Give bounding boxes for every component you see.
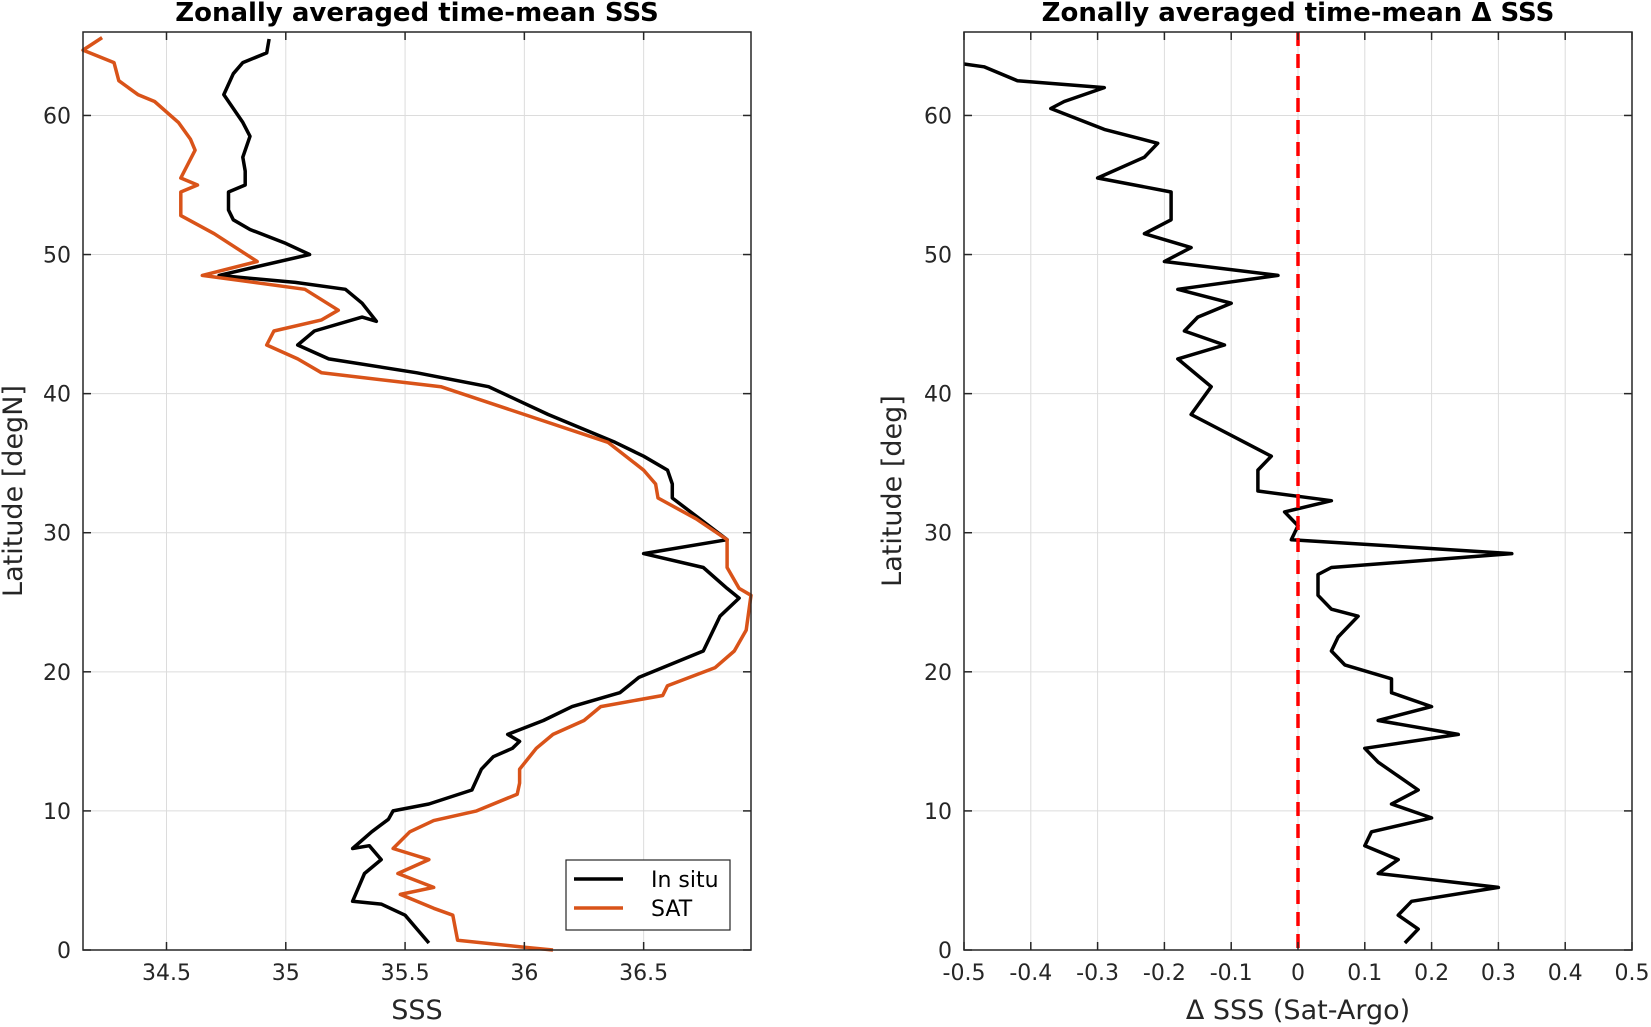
y-tick-label: 50 [43, 244, 71, 269]
x-tick-label: 35.5 [381, 961, 430, 986]
x-axis-label: Δ SSS (Sat-Argo) [1186, 995, 1410, 1026]
y-tick-label: 60 [924, 104, 952, 129]
x-tick-label: 36.5 [619, 961, 668, 986]
y-axis-label: Latitude [deg] [877, 395, 908, 587]
x-axis-label: SSS [391, 995, 442, 1026]
plot-area-frame [82, 31, 752, 951]
chart-title: Zonally averaged time-mean SSS [175, 0, 659, 28]
x-tick-label: -0.4 [1009, 961, 1052, 986]
x-tick-label: -0.2 [1143, 961, 1186, 986]
series-line-sat [81, 36, 753, 952]
legend-label-sat: SAT [651, 897, 693, 922]
tick-group: 34.5 35 35.5 36 36.5 0 10 20 30 40 50 60 [43, 32, 751, 986]
x-tick-label: 36 [510, 961, 538, 986]
x-tick-label: 0.5 [1615, 961, 1650, 986]
x-tick-label: 34.5 [142, 961, 191, 986]
x-tick-label: 0.3 [1481, 961, 1516, 986]
x-tick-label: -0.5 [943, 961, 986, 986]
chart-title: Zonally averaged time-mean Δ SSS [1042, 0, 1555, 28]
series-group [81, 36, 753, 952]
y-tick-label: 20 [924, 661, 952, 686]
series-group [963, 32, 1514, 950]
x-tick-label: 0.1 [1347, 961, 1382, 986]
y-tick-label: 10 [924, 800, 952, 825]
x-tick-label: -0.3 [1076, 961, 1119, 986]
y-tick-label: 10 [43, 800, 71, 825]
tick-group: -0.5 -0.4 -0.3 -0.2 -0.1 0 0.1 0.2 0.3 0.4 0.5 0 10 2… [924, 32, 1650, 986]
legend-box [565, 859, 731, 931]
y-tick-label: 30 [924, 522, 952, 547]
y-axis-label: Latitude [degN] [0, 385, 29, 597]
y-tick-label: 0 [57, 939, 71, 964]
x-tick-label: 0.2 [1414, 961, 1449, 986]
legend-label-in-situ: In situ [651, 868, 719, 893]
y-tick-label: 50 [924, 244, 952, 269]
y-tick-label: 60 [43, 104, 71, 129]
y-tick-label: 0 [938, 939, 952, 964]
delta-sss-profile-chart: -0.5 -0.4 -0.3 -0.2 -0.1 0 0.1 0.2 0.3 0.4 0.5 0 10 2… [877, 0, 1650, 1026]
y-tick-label: 40 [924, 383, 952, 408]
x-tick-label: 0.4 [1548, 961, 1583, 986]
legend: In situ SAT [565, 859, 731, 931]
series-line-in-situ [217, 38, 741, 945]
sss-profile-chart: 34.5 35 35.5 36 36.5 0 10 20 30 40 50 60 Zonally av… [0, 0, 753, 1026]
x-tick-label: 35 [272, 961, 300, 986]
y-tick-label: 30 [43, 522, 71, 547]
y-tick-label: 40 [43, 383, 71, 408]
x-tick-label: 0 [1291, 961, 1305, 986]
x-tick-label: -0.1 [1210, 961, 1253, 986]
y-tick-label: 20 [43, 661, 71, 686]
